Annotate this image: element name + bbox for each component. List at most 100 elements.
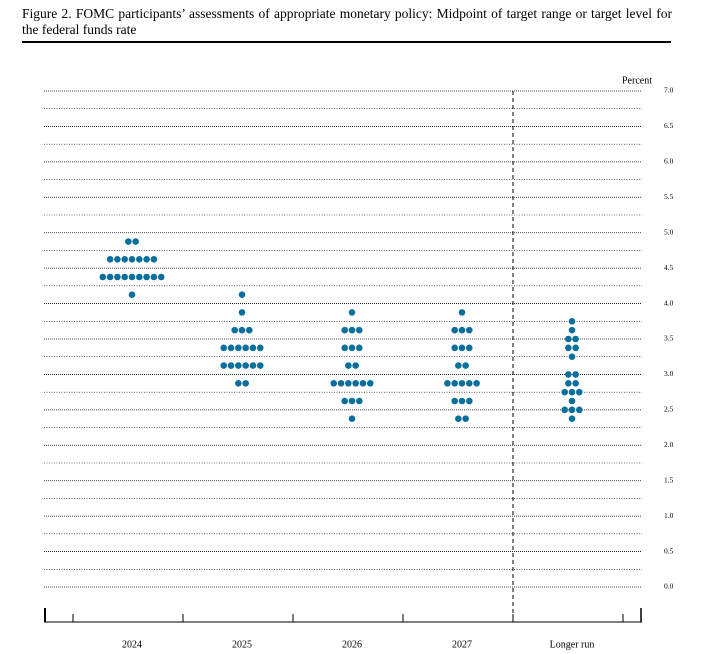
dot xyxy=(356,344,363,352)
dot xyxy=(462,415,469,423)
x-tick-label: Longer run xyxy=(550,639,595,650)
dot xyxy=(238,326,246,334)
y-tick-label: 2.5 xyxy=(664,405,674,414)
chart-title: Figure 2. FOMC participants’ assessments… xyxy=(22,6,672,37)
dot xyxy=(157,273,165,281)
y-axis-label: Percent xyxy=(622,75,652,86)
dot xyxy=(128,291,136,299)
dot xyxy=(238,291,246,299)
dot xyxy=(341,344,349,352)
dot xyxy=(348,397,356,405)
dot xyxy=(568,326,576,334)
dot xyxy=(565,344,572,352)
y-tick-label: 2.0 xyxy=(664,440,674,449)
dot xyxy=(114,255,121,263)
dot xyxy=(458,344,466,352)
dot xyxy=(565,371,572,378)
x-tick-label: 2026 xyxy=(342,639,362,650)
dot xyxy=(356,326,363,334)
dot xyxy=(455,415,462,423)
y-tick-label: 5.0 xyxy=(664,227,674,236)
dot xyxy=(565,379,572,387)
dot xyxy=(458,397,466,405)
dot xyxy=(348,326,356,334)
dot xyxy=(136,255,143,263)
dot xyxy=(568,317,576,325)
dot xyxy=(356,397,363,405)
y-tick-label: 0.0 xyxy=(664,582,674,591)
dot xyxy=(455,362,462,369)
dot xyxy=(466,344,473,352)
dot xyxy=(256,344,264,352)
dot xyxy=(231,326,238,334)
dot xyxy=(136,273,143,281)
x-tick-label: 2024 xyxy=(122,639,142,650)
dot xyxy=(451,397,459,405)
dot xyxy=(352,362,359,369)
dot xyxy=(220,362,228,369)
dot xyxy=(242,344,249,352)
dot xyxy=(568,353,576,361)
y-tick-label: 4.5 xyxy=(664,263,674,272)
dot xyxy=(572,344,579,352)
dot xyxy=(337,379,345,387)
dot xyxy=(330,379,338,387)
dot xyxy=(114,273,121,281)
dot xyxy=(568,406,576,414)
dot xyxy=(576,388,583,396)
y-tick-label: 3.5 xyxy=(664,334,674,343)
dot xyxy=(462,362,469,369)
dot xyxy=(246,326,253,334)
dot xyxy=(106,273,114,281)
dot xyxy=(572,379,579,387)
dot xyxy=(242,362,249,369)
dot xyxy=(466,397,473,405)
x-tick-label: 2027 xyxy=(452,639,472,650)
dot xyxy=(345,362,352,369)
dot xyxy=(106,255,114,263)
dot xyxy=(451,326,459,334)
dot xyxy=(227,362,235,369)
x-tick-label: 2025 xyxy=(232,639,252,650)
y-tick-label: 0.5 xyxy=(664,546,674,555)
dot xyxy=(235,379,242,387)
dot xyxy=(249,344,257,352)
dot xyxy=(125,238,132,245)
y-tick-label: 1.0 xyxy=(664,511,674,520)
y-tick-label: 5.5 xyxy=(664,192,674,201)
dot xyxy=(132,238,139,245)
dot xyxy=(466,379,473,387)
dot xyxy=(451,379,459,387)
dot xyxy=(565,335,572,343)
dot xyxy=(561,406,568,414)
dot xyxy=(572,335,579,343)
dot xyxy=(341,326,349,334)
dot xyxy=(568,397,576,405)
dot xyxy=(256,362,264,369)
dot xyxy=(235,362,242,369)
dot xyxy=(451,344,459,352)
dot xyxy=(348,344,356,352)
dot xyxy=(359,379,367,387)
dot xyxy=(444,379,451,387)
y-tick-label: 7.0 xyxy=(664,86,674,95)
dot xyxy=(99,273,107,281)
dot xyxy=(568,415,576,423)
dot xyxy=(143,273,150,281)
dot xyxy=(466,326,473,334)
dot xyxy=(143,255,150,263)
dot xyxy=(150,273,158,281)
dot xyxy=(341,397,349,405)
dot xyxy=(352,379,359,387)
dot xyxy=(473,379,480,387)
y-tick-label: 6.5 xyxy=(664,121,674,130)
dot xyxy=(220,344,228,352)
y-tick-label: 1.5 xyxy=(664,475,674,484)
dot xyxy=(150,255,158,263)
dot xyxy=(458,326,466,334)
y-tick-label: 3.0 xyxy=(664,369,674,378)
y-tick-label: 6.0 xyxy=(664,157,674,166)
dot xyxy=(458,309,466,316)
dot xyxy=(128,273,136,281)
dot xyxy=(576,406,583,414)
